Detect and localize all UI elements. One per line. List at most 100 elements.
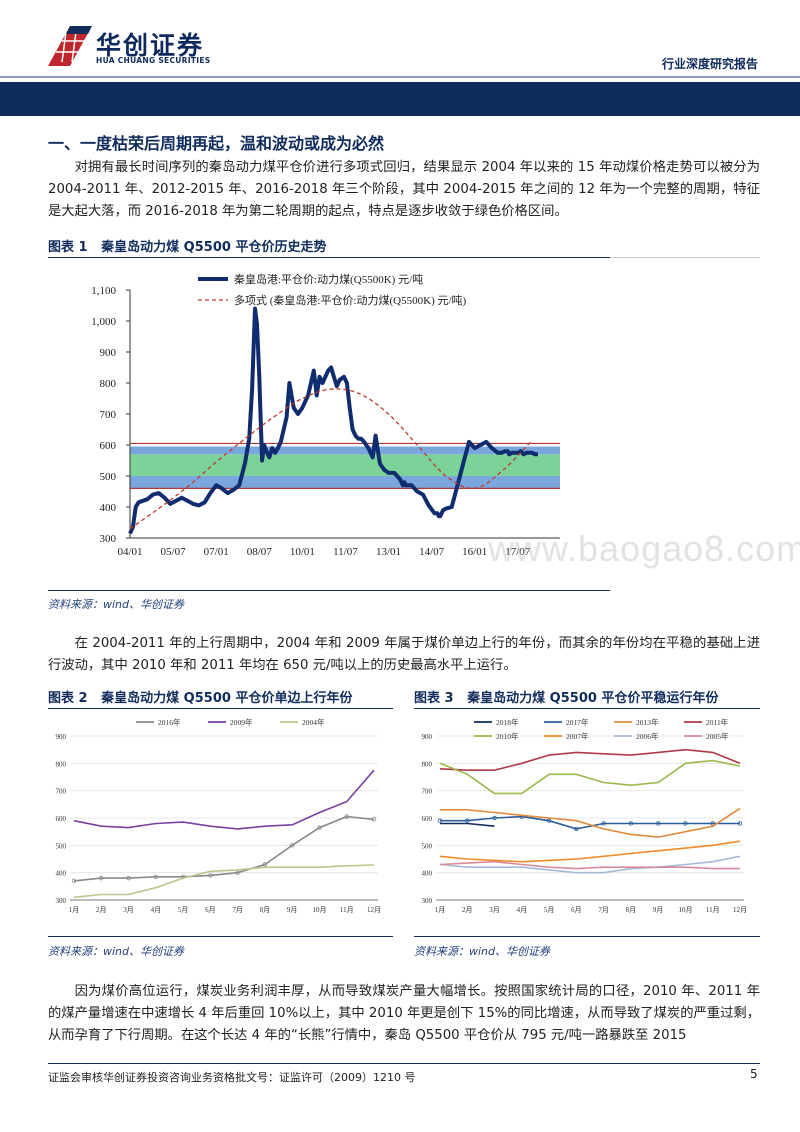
series-marker-1 [546, 818, 552, 823]
figure-1-source: 资料来源：wind、华创证券 [48, 598, 185, 611]
legend-label: 2011年 [706, 717, 729, 727]
figure-1-chart: 300 400 500 600 700 800 900 1,000 1,100 04/01 05/0… [91, 272, 560, 558]
x-tick-label: 9月 [653, 906, 664, 914]
x-tick-label: 10月 [312, 906, 326, 914]
figure-1-top-rule-ext [610, 257, 760, 258]
series-marker-0 [262, 862, 268, 867]
y-tick-label: 400 [422, 870, 433, 878]
figure-1-label: 图表 1 [48, 240, 88, 255]
legend-label-price: 秦皇岛港:平仓价:动力煤(Q5500K) 元/吨 [234, 272, 423, 286]
legend-label: 2005年 [706, 731, 729, 741]
figure-3-bottom-rule [414, 936, 760, 937]
x-tick-label: 10/01 [290, 546, 315, 558]
y-tick-label: 800 [100, 378, 117, 390]
legend-label: 2009年 [230, 717, 253, 727]
x-tick-label: 14/07 [419, 546, 445, 558]
y-tick-label: 300 [100, 533, 117, 545]
legend-label: 2010年 [496, 731, 519, 741]
section-title: 一、一度枯荣后周期再起，温和波动或成为必然 [48, 134, 385, 153]
series-line-5 [439, 840, 741, 863]
series-marker-0 [153, 874, 159, 879]
y-tick-label: 700 [100, 409, 117, 421]
y-tick-label: 800 [422, 760, 433, 768]
x-tick-label: 7月 [232, 906, 243, 914]
series-line-polynomial [129, 388, 533, 530]
figure-1-top-rule [48, 257, 610, 258]
figure-2-bottom-rule [48, 936, 393, 937]
price-band-2 [130, 446, 560, 455]
series-line-4 [439, 759, 741, 795]
series-marker-1 [737, 821, 743, 826]
x-tick-label: 17/07 [505, 546, 531, 558]
series-marker-0 [208, 873, 213, 878]
figure-2-chart: 300 400 500 600 700 800 900 1月 2月 3月 4月 5月 6月 7月 8月 9月 1… [56, 717, 382, 914]
header-rule [0, 76, 800, 78]
x-tick-label: 7月 [598, 906, 609, 914]
series-marker-1 [601, 821, 606, 826]
logo-text-en: HUA CHUANG SECURITIES [96, 56, 211, 65]
series-marker-1 [683, 821, 688, 826]
figure-1-caption: 秦皇岛动力煤 Q5500 平仓价历史走势 [101, 240, 327, 255]
y-tick-label: 600 [56, 815, 67, 823]
y-tick-label: 300 [56, 897, 67, 905]
footer-rule [48, 1063, 760, 1064]
series-marker-0 [126, 875, 131, 881]
x-tick-label: 2月 [462, 906, 473, 914]
x-tick-label: 6月 [205, 906, 216, 914]
series-marker-0 [371, 817, 377, 822]
y-tick-label: 900 [100, 347, 117, 359]
series-line-6 [439, 855, 741, 874]
y-tick-label: 900 [56, 733, 67, 741]
figure-3-top-rule [414, 708, 760, 709]
legend-label: 2007年 [566, 731, 589, 741]
x-tick-label: 12月 [367, 906, 381, 914]
series-line-7 [439, 860, 740, 870]
figure-1-bottom-rule [48, 590, 610, 591]
x-tick-label: 3月 [489, 906, 500, 914]
header-band [0, 82, 800, 116]
y-tick-label: 700 [422, 788, 433, 796]
x-tick-label: 5月 [178, 906, 189, 914]
x-tick-label: 4月 [517, 906, 528, 914]
x-tick-label: 13/01 [376, 546, 401, 558]
y-tick-label: 700 [56, 788, 67, 796]
report-type-label: 行业深度研究报告 [661, 57, 758, 71]
x-tick-label: 05/07 [161, 546, 187, 558]
series-line-2 [440, 807, 741, 838]
y-tick-label: 800 [56, 760, 67, 768]
figure-3-caption: 秦皇岛动力煤 Q5500 平仓价平稳运行年份 [467, 691, 719, 706]
series-marker-1 [465, 818, 470, 823]
series-marker-0 [289, 843, 295, 848]
x-tick-label: 6月 [571, 906, 582, 914]
series-marker-1 [437, 818, 443, 823]
series-line-0 [73, 815, 375, 882]
x-tick-label: 16/01 [462, 546, 487, 558]
y-tick-label: 900 [422, 733, 433, 741]
x-tick-label: 08/07 [247, 546, 273, 558]
figure-2-source: 资料来源：wind、华创证券 [48, 945, 185, 958]
y-tick-label: 400 [100, 502, 117, 514]
x-tick-label: 11月 [340, 906, 354, 914]
x-tick-label: 5月 [544, 906, 555, 914]
x-tick-label: 9月 [287, 906, 298, 914]
figure-2-top-rule [48, 708, 393, 709]
price-band-1 [130, 454, 560, 476]
series-marker-0 [317, 825, 322, 830]
figure-3-source: 资料来源：wind、华创证券 [414, 945, 551, 958]
y-tick-label: 300 [422, 897, 433, 905]
x-tick-label: 12月 [733, 906, 747, 914]
y-tick-label: 500 [56, 842, 67, 850]
series-marker-0 [99, 875, 104, 881]
series-marker-0 [344, 814, 349, 819]
series-line-price [128, 306, 538, 535]
figure-3-label: 图表 3 [414, 691, 454, 706]
series-marker-1 [655, 821, 661, 826]
x-tick-label: 4月 [151, 906, 162, 914]
y-tick-label: 1,000 [91, 316, 116, 328]
figure-1-title: 图表 1 秦皇岛动力煤 Q5500 平仓价历史走势 [48, 236, 326, 255]
legend-label: 2013年 [636, 717, 659, 727]
x-tick-label: 11/07 [333, 546, 358, 558]
x-tick-label: 1月 [69, 906, 80, 914]
series-marker-0 [71, 878, 77, 884]
figure-2-title: 图表 2 秦皇岛动力煤 Q5500 平仓价单边上行年份 [48, 687, 352, 706]
